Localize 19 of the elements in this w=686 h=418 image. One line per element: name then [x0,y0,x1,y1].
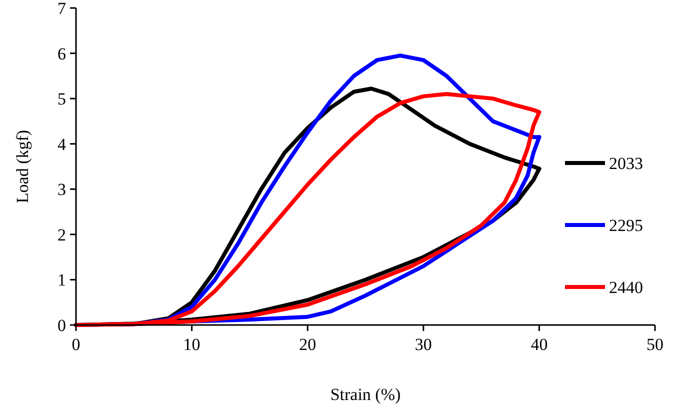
y-tick-label: 4 [58,134,66,154]
x-tick-label: 40 [530,335,548,354]
y-tick-label: 6 [58,44,66,64]
x-tick-label: 30 [414,335,432,354]
x-tick-label: 10 [183,335,200,354]
y-tick-label: 3 [58,180,66,200]
x-tick-label: 0 [72,335,80,354]
y-axis-title: Load (kgf) [13,130,32,204]
legend-label: 2295 [609,216,643,235]
y-tick-label: 7 [58,0,66,18]
legend-label: 2033 [609,154,643,173]
x-tick-label: 20 [299,335,316,354]
legend-label: 2440 [609,278,643,297]
y-tick-label: 1 [58,270,66,290]
x-tick-label: 50 [646,335,664,354]
y-tick-label: 2 [58,225,66,244]
y-tick-label: 5 [58,90,66,109]
x-axis-title: Strain (%) [330,385,401,404]
y-tick-label: 0 [58,316,66,335]
